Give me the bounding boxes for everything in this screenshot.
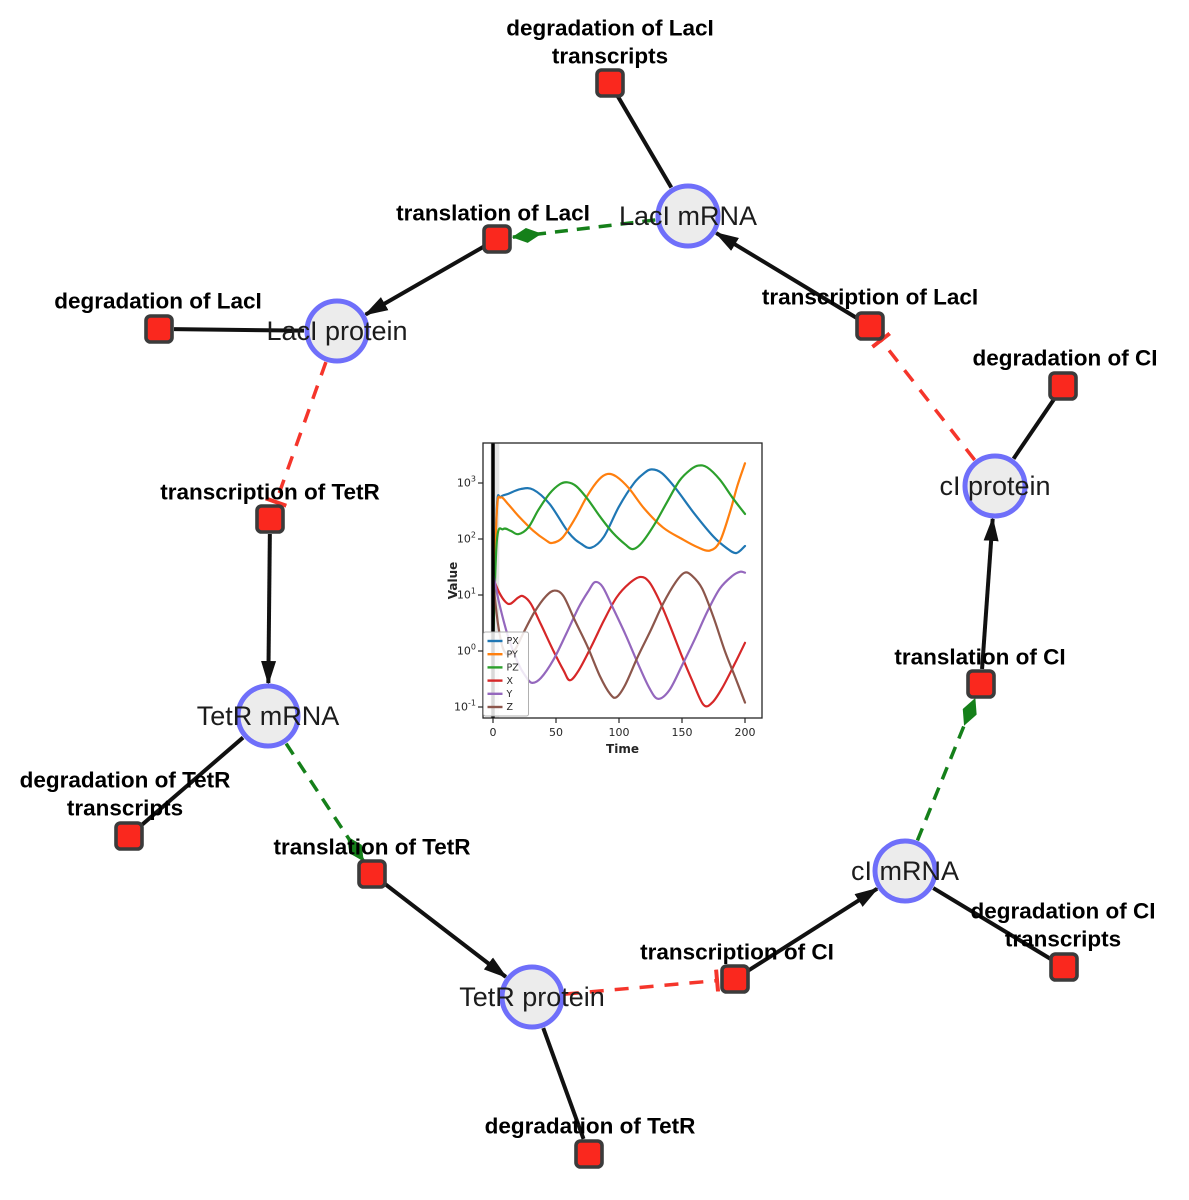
edge-line-ci-mrna-to-deg-ci-transcripts — [932, 886, 1052, 961]
chart-series-PX — [491, 468, 747, 636]
reaction-label-transcription-ci: transcription of CI — [640, 940, 834, 965]
chart-legend: PX PY PZ XYZ — [483, 631, 529, 717]
edge-modifier-ci-mrna-to-translation-ci — [915, 697, 977, 842]
reaction-node-deg-tetr[interactable] — [574, 1139, 604, 1169]
edge-line-tetr-mrna-to-deg-tetr-transcripts — [139, 736, 245, 828]
reaction-label-transcription-laci: transcription of LacI — [762, 285, 978, 310]
reaction-label-deg-laci: degradation of LacI — [54, 289, 262, 314]
chart-y-tick-label: 100 — [457, 643, 476, 658]
labels-layer: degradation of LacI transcripts translatio… — [20, 16, 1158, 1139]
chart-series-PZ — [491, 464, 747, 653]
reaction-node-deg-ci[interactable] — [1048, 371, 1078, 401]
species-label-ci-protein: cI protein — [939, 471, 1050, 501]
edge-inhibition-tetr-protein-to-transcription-ci — [564, 969, 721, 996]
edge-arrow-transcription-laci-to-laci-mrna — [714, 231, 859, 320]
chart-xlabel: Time — [606, 742, 639, 756]
reaction-node-translation-tetr[interactable] — [357, 859, 387, 889]
chart-legend-label-Y: Y — [506, 689, 513, 700]
chart-x-tick-label: 50 — [549, 726, 563, 739]
species-node-tetr-mrna[interactable] — [235, 683, 301, 749]
chart-series-X — [491, 575, 747, 708]
reaction-label-transcription-tetr: transcription of TetR — [160, 480, 380, 505]
reaction-label-translation-laci: translation of LacI — [396, 201, 590, 226]
reaction-label-deg-laci-transcripts: transcripts — [552, 44, 668, 69]
chart-ylabel: Value — [446, 562, 460, 600]
reaction-node-transcription-ci[interactable] — [720, 964, 750, 994]
reaction-node-deg-laci[interactable] — [144, 314, 174, 344]
chart-frame — [482, 442, 763, 719]
species-label-laci-protein: LacI protein — [266, 316, 407, 346]
reaction-label-deg-ci: degradation of CI — [973, 346, 1158, 371]
reaction-label-translation-ci: translation of CI — [894, 645, 1065, 670]
reaction-node-translation-ci[interactable] — [966, 669, 996, 699]
species-node-ci-protein[interactable] — [962, 453, 1028, 519]
inset-simulation-chart: 0 50 100 150 20010310210110010-1TimeValuePXP… — [446, 442, 763, 756]
reaction-label-translation-tetr: translation of TetR — [273, 835, 470, 860]
chart-y-tick-label: 102 — [457, 531, 476, 546]
edge-arrow-translation-laci-to-laci-protein — [363, 244, 485, 317]
reaction-node-deg-tetr-transcripts[interactable] — [114, 821, 144, 851]
reaction-node-deg-ci-transcripts[interactable] — [1049, 952, 1079, 982]
reaction-label-deg-ci-transcripts: transcripts — [1005, 927, 1121, 952]
edges-layer — [139, 94, 1056, 1140]
reaction-label-deg-tetr-transcripts: transcripts — [67, 796, 183, 821]
reaction-label-deg-laci-transcripts: degradation of LacI — [506, 16, 714, 41]
edge-line-deg-laci-to-laci-protein — [173, 327, 305, 333]
reaction-label-deg-tetr: degradation of TetR — [485, 1114, 696, 1139]
species-node-tetr-protein[interactable] — [499, 964, 565, 1030]
chart-x-tick-label: 200 — [735, 726, 756, 739]
edge-line-ci-protein-to-deg-ci — [1011, 398, 1056, 460]
species-node-ci-mrna[interactable] — [872, 838, 938, 904]
chart-y-tick-label: 103 — [457, 475, 476, 490]
edge-inhibition-ci-protein-to-transcription-laci — [871, 331, 977, 462]
species-label-ci-mrna: cI mRNA — [851, 856, 959, 886]
edge-modifier-laci-mrna-to-translation-laci — [511, 218, 656, 243]
reaction-node-deg-laci-transcripts[interactable] — [595, 68, 625, 98]
chart-y-tick-label: 10-1 — [454, 699, 476, 714]
chart-legend-label-PX: PX — [507, 636, 520, 647]
reaction-label-deg-ci-transcripts: degradation of CI — [971, 899, 1156, 924]
edge-arrow-translation-tetr-to-tetr-protein — [382, 881, 508, 979]
chart-legend-label-X: X — [507, 676, 514, 687]
chart-x-tick-label: 100 — [609, 726, 630, 739]
chart-x-tick-label: 150 — [672, 726, 693, 739]
species-node-laci-mrna[interactable] — [655, 183, 721, 249]
chart-legend-label-PZ: PZ — [507, 663, 520, 674]
edge-modifier-tetr-mrna-to-translation-tetr — [284, 742, 365, 862]
chart-series-PY — [491, 462, 747, 636]
chart-legend-label-Z: Z — [507, 702, 514, 713]
chart-y-tick-label: 101 — [457, 587, 476, 602]
reaction-node-transcription-laci[interactable] — [855, 311, 885, 341]
reaction-node-translation-laci[interactable] — [482, 224, 512, 254]
species-nodes-layer — [235, 183, 1028, 1030]
species-label-laci-mrna: LacI mRNA — [619, 201, 757, 231]
edge-arrow-translation-ci-to-ci-protein — [980, 516, 999, 670]
reaction-node-transcription-tetr[interactable] — [255, 504, 285, 534]
species-label-tetr-protein: TetR protein — [459, 982, 605, 1012]
species-label-tetr-mrna: TetR mRNA — [197, 701, 340, 731]
reaction-label-deg-tetr-transcripts: degradation of TetR — [20, 768, 231, 793]
chart-x-tick-label: 0 — [490, 726, 497, 739]
edge-line-deg-laci-transcripts-to-laci-mrna — [615, 94, 674, 189]
edge-arrow-transcription-ci-to-ci-mrna — [746, 887, 879, 973]
species-node-laci-protein[interactable] — [304, 298, 370, 364]
edge-line-tetr-protein-to-deg-tetr — [541, 1027, 586, 1140]
edge-arrow-transcription-tetr-to-tetr-mrna — [261, 533, 277, 686]
reaction-nodes-layer — [114, 68, 1079, 1169]
chart-legend-label-PY: PY — [507, 649, 519, 660]
